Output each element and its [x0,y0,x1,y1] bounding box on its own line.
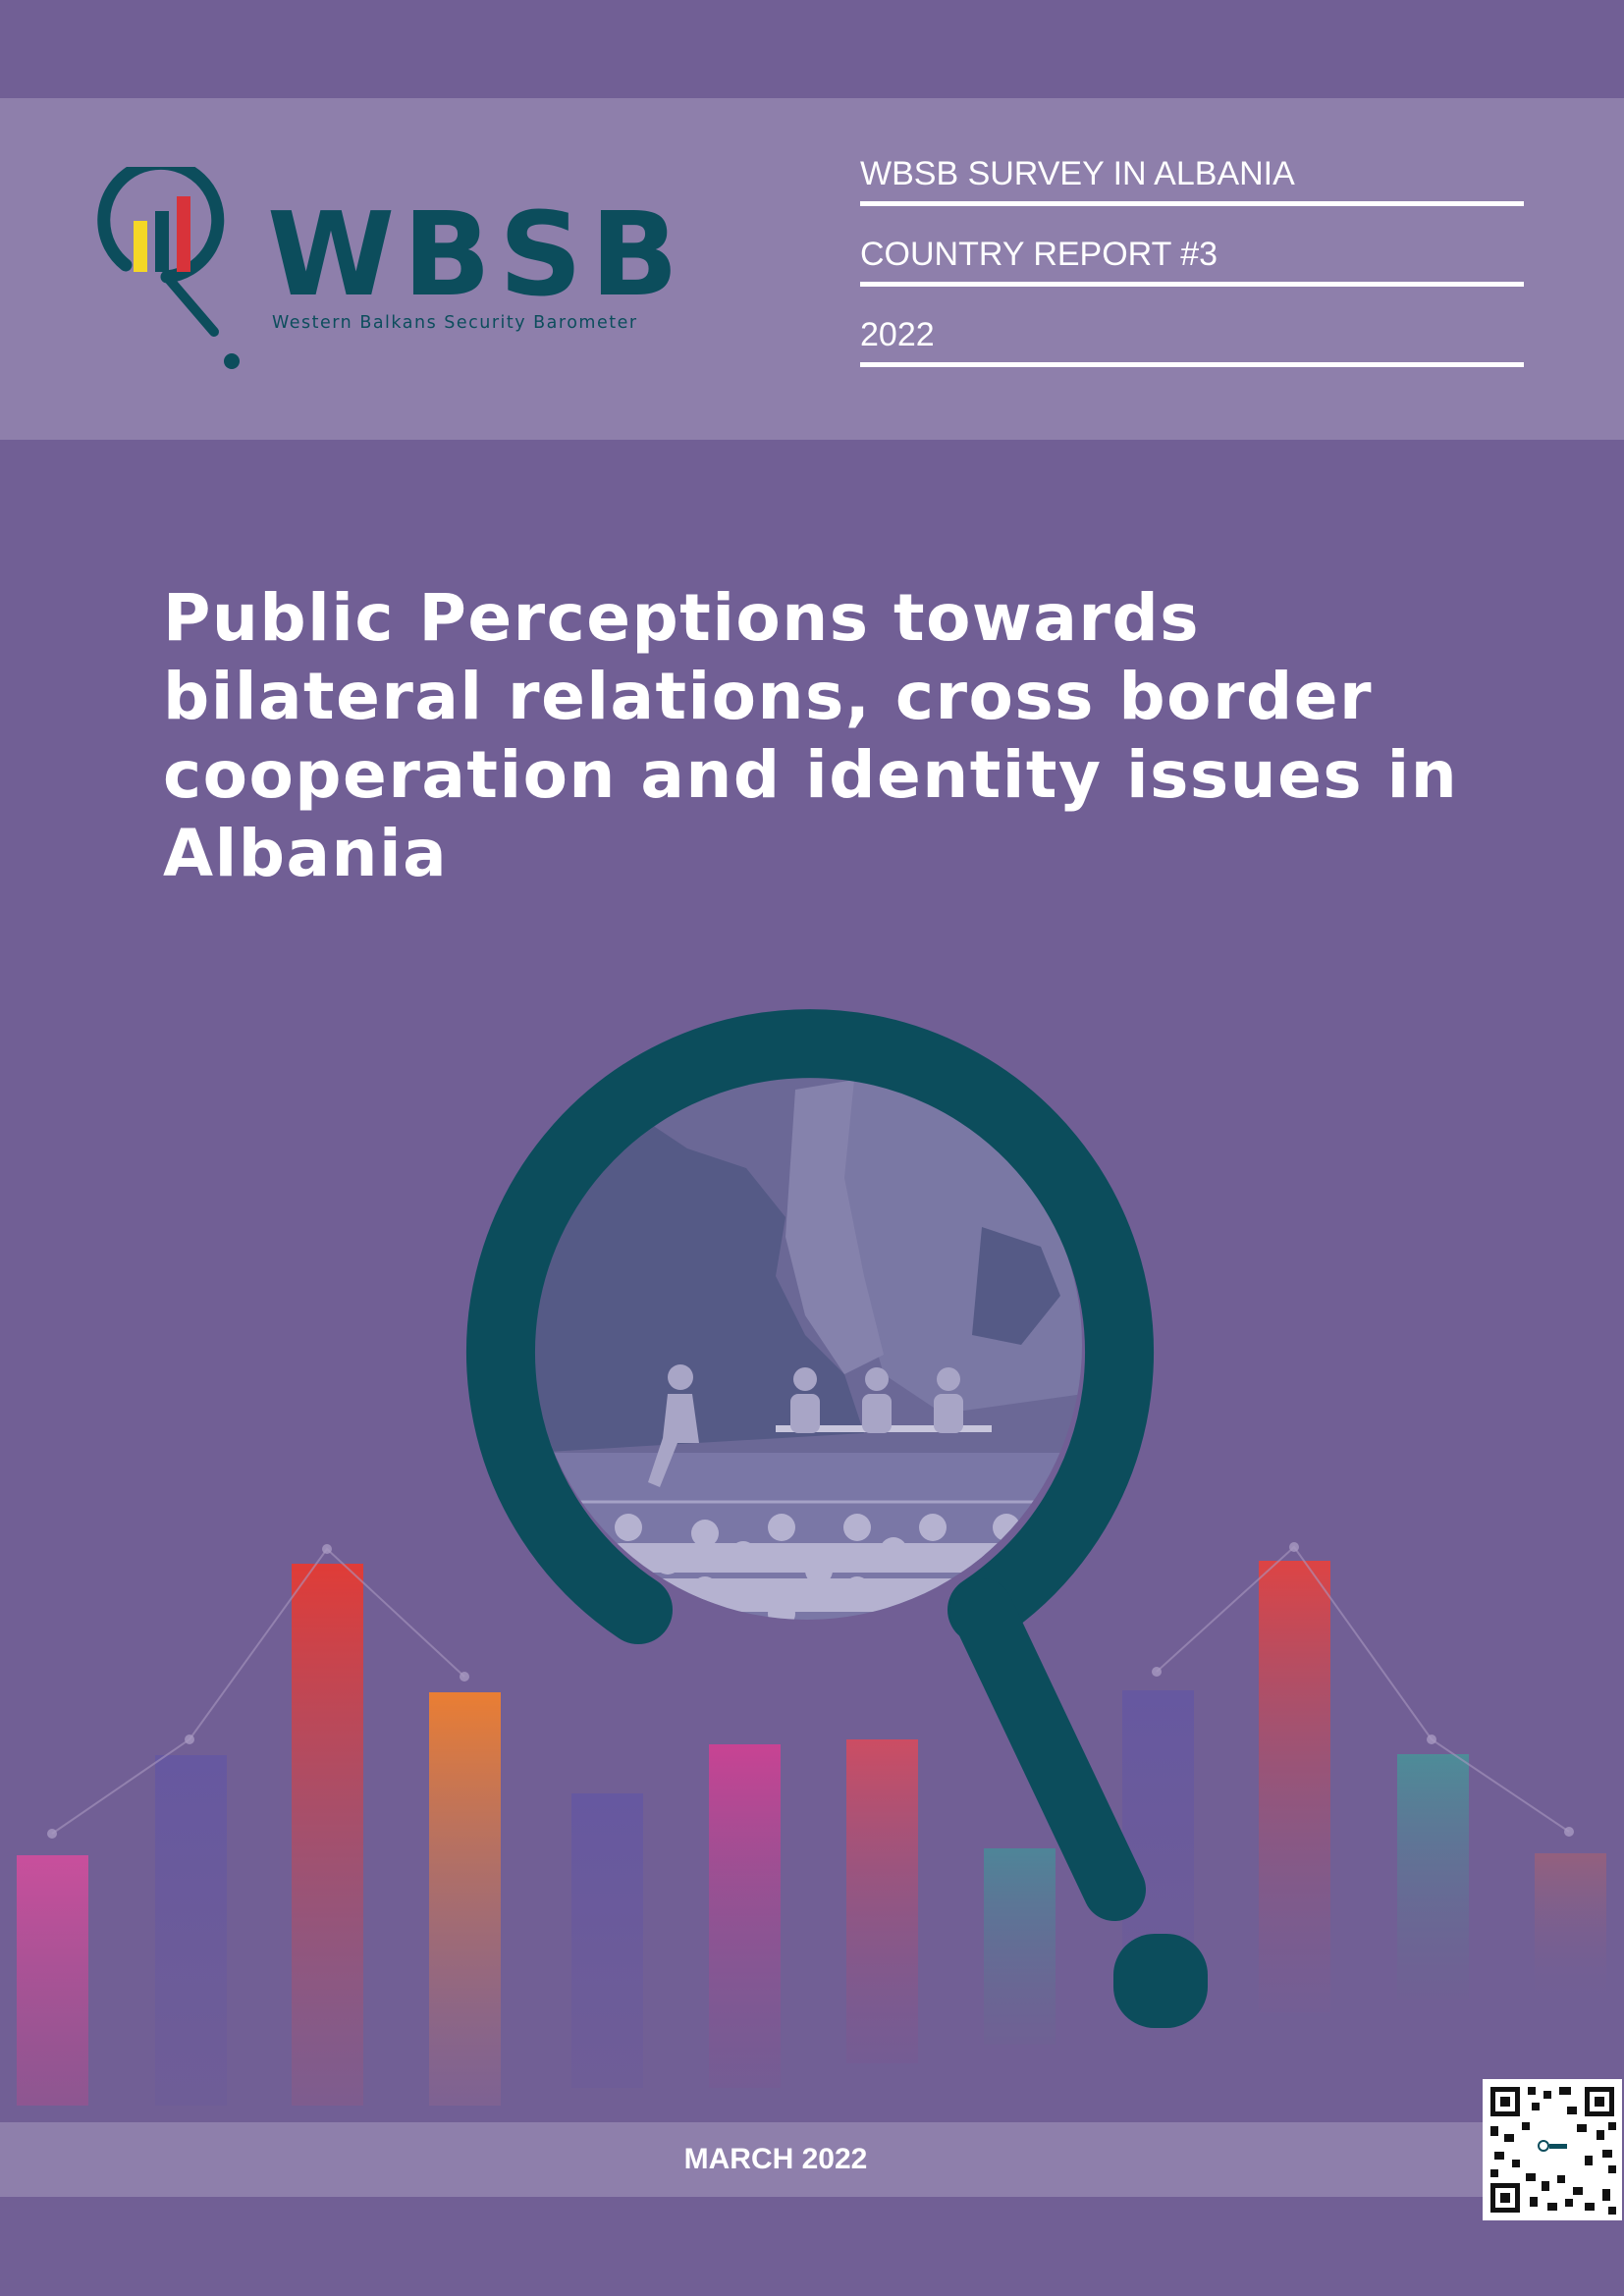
decor-bar [17,1855,88,2106]
decor-bar [984,1848,1056,2045]
decor-bar [1397,1754,1469,2000]
survey-label: WBSB SURVEY IN ALBANIA [860,152,1524,206]
lens-scene [532,1070,1082,1620]
decor-bar [709,1744,781,2088]
magnifier-logo-icon [97,167,240,369]
decor-bar [571,1793,643,2088]
magnifier-icon [466,1009,1208,2028]
logo-tagline: Western Balkans Security Barometer [272,313,638,333]
decor-bar [155,1755,227,2106]
decor-bar [846,1739,918,2063]
report-year: 2022 [860,313,1524,367]
qr-code-icon[interactable] [1483,2079,1622,2220]
report-number: COUNTRY REPORT #3 [860,233,1524,287]
decor-bar [1535,1853,1606,2001]
decor-bar [1259,1561,1330,2012]
decor-bar [292,1564,363,2106]
logo-wordmark: WBSB [267,187,687,322]
decor-bar [429,1692,501,2106]
publication-date: MARCH 2022 [683,2143,868,2175]
footer-band [0,2122,1483,2197]
report-title: Public Perceptions towards bilateral rel… [163,580,1459,891]
header-band [0,98,1624,440]
report-meta: WBSB SURVEY IN ALBANIA COUNTRY REPORT #3… [860,152,1524,394]
